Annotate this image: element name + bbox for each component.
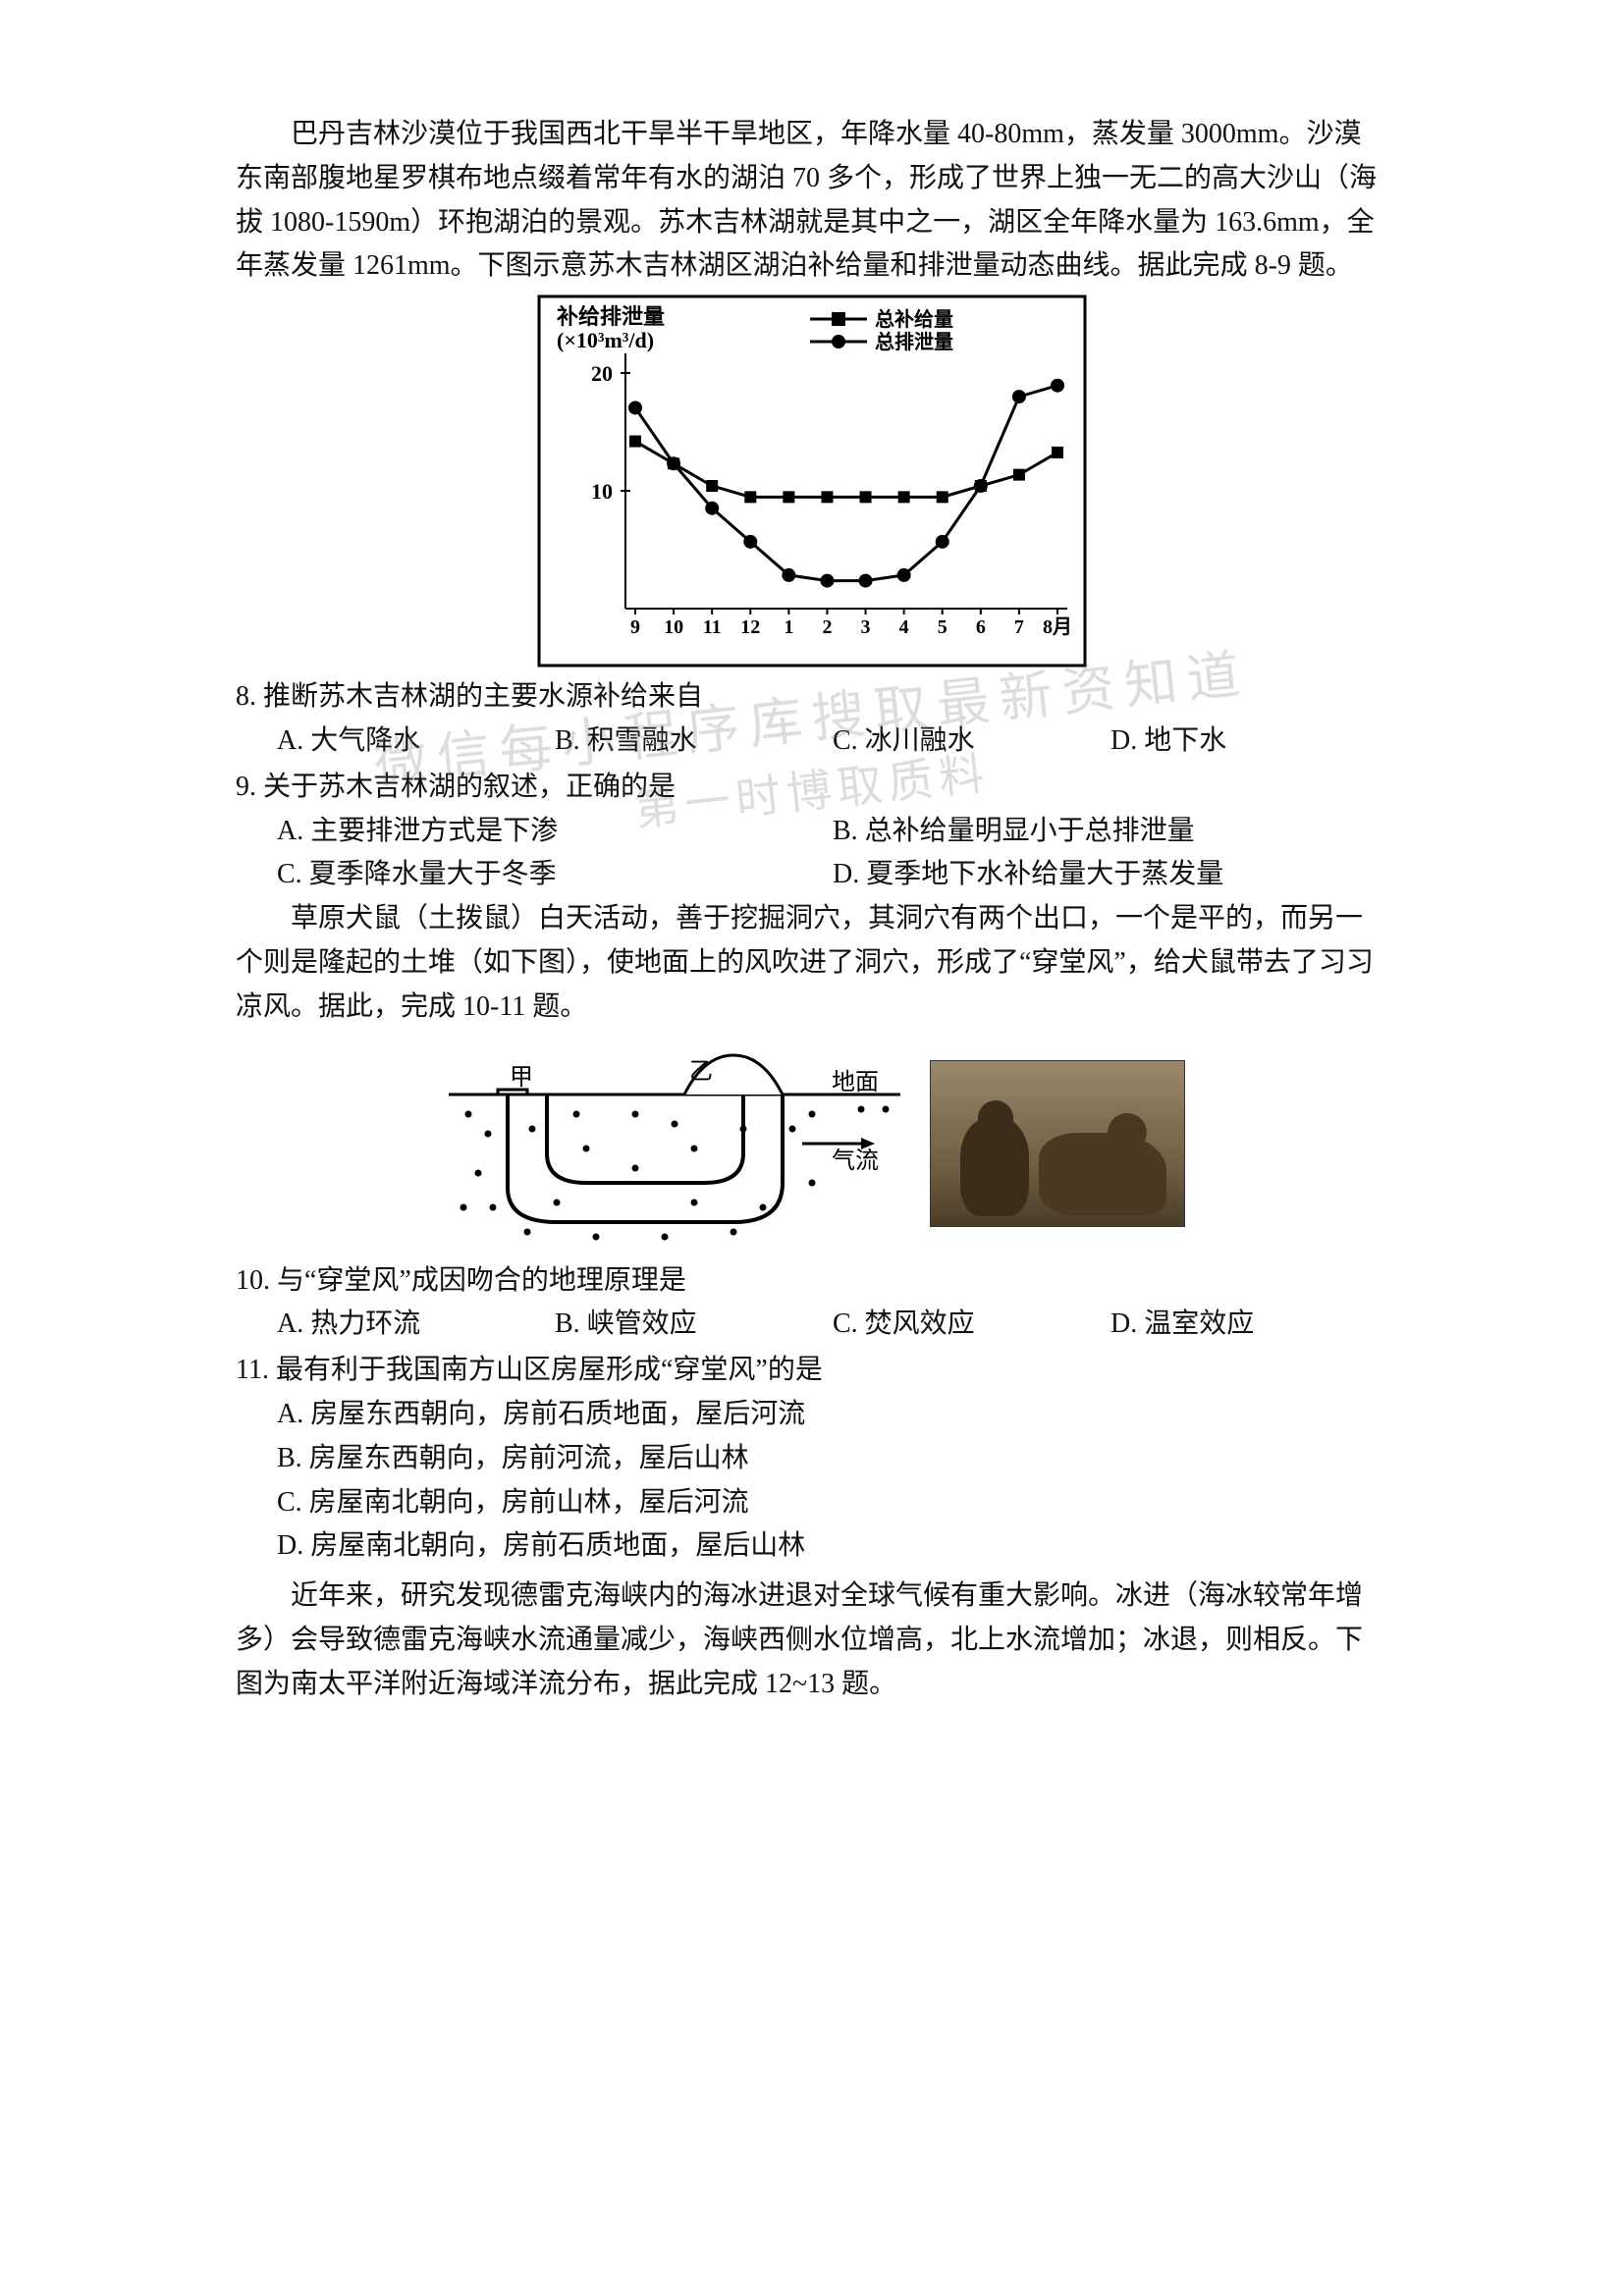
q9-opt-d: D. 夏季地下水补给量大于蒸发量 [833,853,1388,897]
q9-opt-b: B. 总补给量明显小于总排泄量 [833,810,1388,854]
svg-text:5: 5 [938,616,947,638]
label-airflow: 气流 [832,1148,879,1174]
q10-opt-a: A. 热力环流 [277,1303,555,1347]
prairie-dog-photo [930,1060,1185,1227]
intro-paragraph-1: 巴丹吉林沙漠位于我国西北干旱半干旱地区，年降水量 40-80mm，蒸发量 300… [236,113,1388,289]
q10-opt-c: C. 焚风效应 [833,1303,1110,1347]
q8-stem: 8. 推断苏木吉林湖的主要水源补给来自 [236,675,1388,720]
chart-y-title-1: 补给排泄量 [556,304,665,329]
svg-text:3: 3 [861,616,871,638]
q11-opt-b: B. 房屋东西朝向，房前河流，屋后山林 [277,1437,1388,1481]
q8-opt-a: A. 大气降水 [277,720,555,764]
intro-paragraph-2: 草原犬鼠（土拨鼠）白天活动，善于挖掘洞穴，其洞穴有两个出口，一个是平的，而另一个… [236,897,1388,1029]
ytick-10: 10 [591,479,613,504]
label-ground: 地面 [832,1069,879,1095]
ytick-20: 20 [591,361,613,386]
svg-text:2: 2 [822,616,832,638]
recharge-discharge-chart: 补给排泄量 (×10³m³/d) 总补给量 总排泄量 10 20 [537,294,1087,667]
q10-options: A. 热力环流 B. 峡管效应 C. 焚风效应 D. 温室效应 [277,1303,1388,1347]
svg-text:1: 1 [784,616,793,638]
svg-text:7: 7 [1014,616,1024,638]
q9-stem: 9. 关于苏木吉林湖的叙述，正确的是 [236,766,1388,810]
svg-text:10: 10 [664,616,683,638]
svg-text:8月: 8月 [1043,616,1072,638]
label-jia: 甲 [510,1065,533,1091]
q8-options: A. 大气降水 B. 积雪融水 C. 冰川融水 D. 地下水 [277,720,1388,764]
q11-opt-a: A. 房屋东西朝向，房前石质地面，屋后河流 [277,1393,1388,1437]
q9-options: A. 主要排泄方式是下渗 B. 总补给量明显小于总排泄量 C. 夏季降水量大于冬… [277,810,1388,898]
intro-paragraph-3: 近年来，研究发现德雷克海峡内的海冰进退对全球气候有重大影响。冰进（海冰较常年增多… [236,1575,1388,1706]
animal-silhouette-1 [960,1118,1029,1216]
q10-opt-b: B. 峡管效应 [555,1303,833,1347]
svg-text:11: 11 [703,616,722,638]
q8-opt-b: B. 积雪融水 [555,720,833,764]
svg-text:9: 9 [630,616,640,638]
svg-text:6: 6 [976,616,986,638]
q8-opt-c: C. 冰川融水 [833,720,1110,764]
q11-options: A. 房屋东西朝向，房前石质地面，屋后河流 B. 房屋东西朝向，房前河流，屋后山… [236,1393,1388,1569]
q9-opt-c: C. 夏季降水量大于冬季 [277,853,833,897]
svg-text:4: 4 [899,616,909,638]
legend-discharge: 总排泄量 [875,330,953,353]
q11-stem: 11. 最有利于我国南方山区房屋形成“穿堂风”的是 [236,1349,1388,1393]
q8-opt-d: D. 地下水 [1110,720,1388,764]
burrow-diagram: 甲 乙 地面 气流 [439,1036,910,1252]
chart-y-title-2: (×10³m³/d) [557,328,654,352]
legend-recharge: 总补给量 [875,307,953,331]
q9-opt-a: A. 主要排泄方式是下渗 [277,810,833,854]
q11-opt-d: D. 房屋南北朝向，房前石质地面，屋后山林 [277,1524,1388,1569]
svg-text:12: 12 [740,616,760,638]
animal-silhouette-2 [1039,1133,1166,1216]
label-yi: 乙 [689,1059,713,1085]
q10-opt-d: D. 温室效应 [1110,1303,1388,1347]
q10-stem: 10. 与“穿堂风”成因吻合的地理原理是 [236,1259,1388,1304]
q11-opt-c: C. 房屋南北朝向，房前山林，屋后河流 [277,1481,1388,1525]
